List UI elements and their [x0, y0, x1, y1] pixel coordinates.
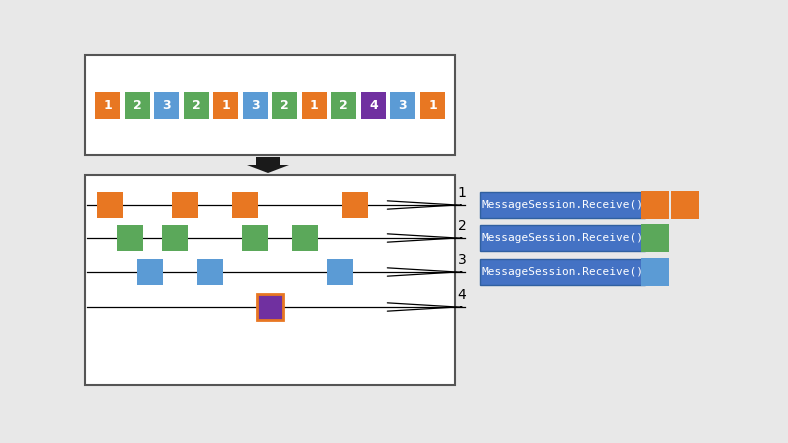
Bar [85, 55, 455, 155]
Bar [641, 258, 669, 286]
Text: 4: 4 [458, 288, 466, 302]
Text: MessageSession.Receive(): MessageSession.Receive() [481, 267, 644, 277]
Bar [257, 294, 283, 320]
Text: 3: 3 [458, 253, 466, 267]
Text: 2: 2 [458, 219, 466, 233]
Text: 2: 2 [281, 98, 289, 112]
Bar [327, 259, 353, 285]
Text: 2: 2 [132, 98, 141, 112]
Bar [480, 192, 645, 218]
Bar [117, 225, 143, 251]
Text: 1: 1 [221, 98, 230, 112]
Bar [391, 92, 415, 118]
Text: 1: 1 [310, 98, 318, 112]
Bar [184, 92, 209, 118]
Bar [342, 192, 368, 218]
Text: 1: 1 [458, 186, 466, 200]
Bar [97, 192, 123, 218]
Text: 1: 1 [103, 98, 112, 112]
Bar [243, 92, 268, 118]
Text: MessageSession.Receive(): MessageSession.Receive() [481, 233, 644, 243]
Bar [273, 92, 297, 118]
Bar [214, 92, 238, 118]
Bar [154, 92, 179, 118]
Bar [671, 191, 699, 219]
Text: 4: 4 [369, 98, 377, 112]
Bar [232, 192, 258, 218]
Bar [197, 259, 223, 285]
Bar [137, 259, 163, 285]
Bar [125, 92, 150, 118]
Bar [302, 92, 327, 118]
Bar [162, 225, 188, 251]
Bar [420, 92, 445, 118]
Bar [332, 92, 356, 118]
Text: 1: 1 [428, 98, 437, 112]
Bar [242, 225, 268, 251]
Bar [480, 259, 645, 285]
Bar [641, 224, 669, 252]
Text: 2: 2 [340, 98, 348, 112]
Bar [292, 225, 318, 251]
Text: 3: 3 [162, 98, 171, 112]
Bar [361, 92, 386, 118]
Bar [641, 191, 669, 219]
Bar [85, 175, 455, 385]
Polygon shape [247, 157, 289, 173]
Text: 2: 2 [191, 98, 200, 112]
Text: 3: 3 [251, 98, 259, 112]
Bar [95, 92, 120, 118]
Text: MessageSession.Receive(): MessageSession.Receive() [481, 200, 644, 210]
Text: 3: 3 [399, 98, 407, 112]
Bar [172, 192, 198, 218]
Bar [480, 225, 645, 251]
